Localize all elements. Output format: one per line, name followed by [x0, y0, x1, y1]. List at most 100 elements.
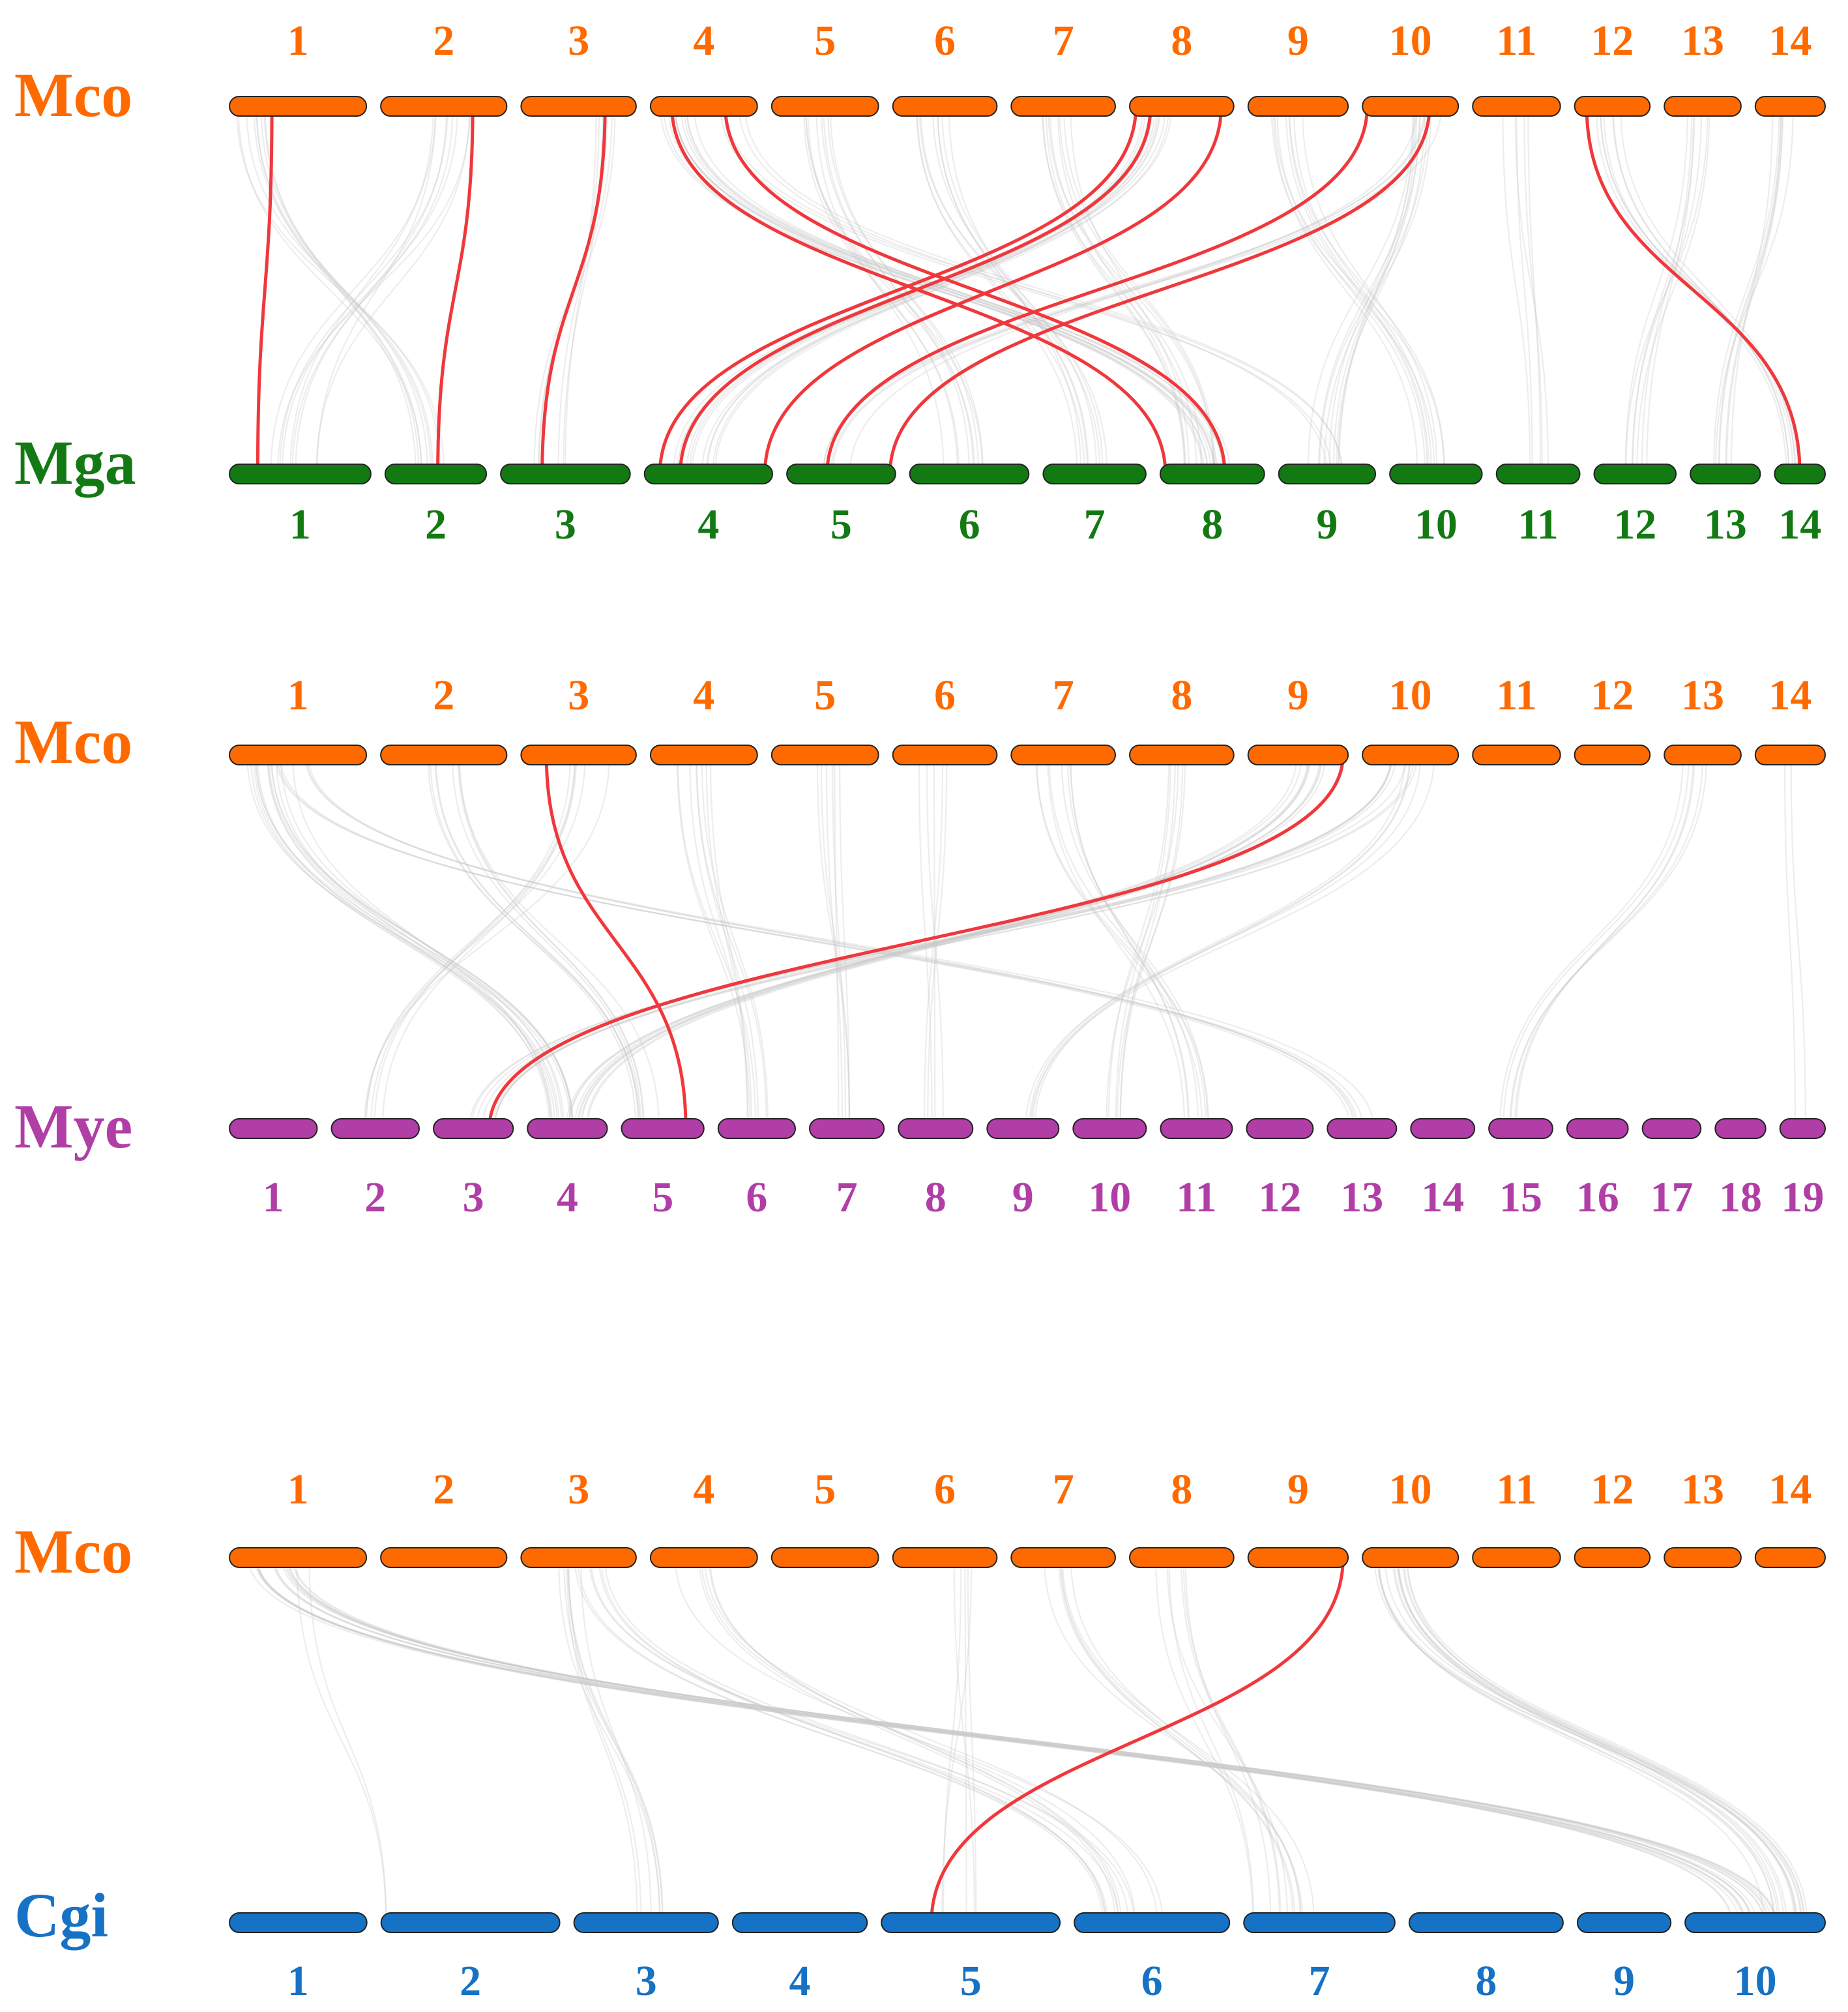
- top-chromosome-13: [1664, 745, 1742, 765]
- background-link: [820, 754, 851, 1129]
- background-link: [744, 106, 1343, 475]
- top-chromosome-number: 12: [1591, 17, 1634, 65]
- top-chromosome-10: [1362, 745, 1459, 765]
- background-link: [1059, 106, 1215, 475]
- background-link: [1514, 106, 1549, 475]
- background-link: [1384, 1557, 1805, 1923]
- background-link: [1392, 1557, 1797, 1923]
- background-link: [1107, 754, 1170, 1129]
- background-link: [739, 106, 1328, 475]
- top-chromosome-number: 4: [693, 17, 714, 65]
- background-link: [1396, 1557, 1787, 1923]
- background-link: [708, 1557, 1122, 1923]
- top-chromosome-number: 5: [814, 17, 836, 65]
- background-link: [247, 1557, 1757, 1923]
- bottom-chromosomes: 1 2 3 4 5 6 7 8 9 10 11 12 13 14: [229, 464, 1826, 548]
- background-link: [1119, 754, 1184, 1129]
- top-chromosome-13: [1664, 1547, 1742, 1568]
- background-link: [839, 754, 850, 1129]
- background-link: [580, 754, 1312, 1129]
- background-link: [254, 1557, 1776, 1923]
- background-link: [674, 106, 1203, 475]
- top-chromosome-8: [1129, 1547, 1235, 1568]
- background-link: [493, 754, 1397, 1129]
- top-chromosome-1: [229, 1547, 368, 1568]
- top-chromosome-number: 1: [287, 17, 309, 65]
- background-link: [1377, 1557, 1765, 1923]
- background-link: [942, 1557, 962, 1923]
- bottom-chromosome-number: 16: [1576, 1174, 1619, 1221]
- background-link: [693, 106, 1212, 475]
- background-link: [1155, 1557, 1254, 1923]
- bottom-chromosome-2: [380, 1912, 561, 1933]
- bottom-chromosome-number: 8: [925, 1174, 946, 1221]
- background-link: [1612, 106, 1790, 475]
- background-link: [256, 1557, 1778, 1923]
- background-link: [1070, 106, 1190, 475]
- background-link: [1335, 106, 1426, 475]
- background-link: [1523, 106, 1543, 475]
- bottom-chromosome-number: 8: [1475, 1957, 1497, 2005]
- top-chromosome-10: [1362, 96, 1459, 117]
- bottom-chromosome-number: 10: [1415, 501, 1458, 548]
- background-link: [1516, 106, 1533, 475]
- species-label-top: Mco: [14, 60, 132, 130]
- top-chromosome-10: [1362, 1547, 1459, 1568]
- background-link: [1397, 1557, 1795, 1923]
- background-link: [370, 754, 578, 1129]
- top-chromosome-number: 7: [1053, 17, 1074, 65]
- bottom-chromosome-16: [1566, 1118, 1629, 1139]
- background-link: [1043, 1557, 1304, 1923]
- background-link: [280, 754, 563, 1129]
- top-chromosome-number: 9: [1287, 672, 1309, 719]
- background-link: [451, 754, 642, 1129]
- bottom-chromosome-number: 8: [1201, 501, 1223, 548]
- bottom-chromosome-15: [1488, 1118, 1553, 1139]
- background-link: [691, 106, 1161, 475]
- background-link: [266, 754, 565, 1129]
- background-link: [662, 106, 1209, 475]
- background-link: [948, 106, 1082, 475]
- background-link: [1059, 1557, 1294, 1923]
- top-chromosome-6: [892, 1547, 998, 1568]
- top-chromosome-number: 3: [568, 17, 589, 65]
- background-link: [274, 754, 1364, 1129]
- top-chromosome-number: 9: [1287, 17, 1309, 65]
- background-link: [1041, 106, 1197, 475]
- highlight-link: [540, 106, 607, 475]
- background-link: [1030, 754, 1435, 1129]
- background-link: [587, 754, 1321, 1129]
- top-chromosome-number: 7: [1053, 1466, 1074, 1513]
- background-link: [254, 754, 574, 1129]
- bottom-chromosome-7: [1243, 1912, 1396, 1933]
- background-link: [1166, 1557, 1289, 1923]
- highlight-link: [930, 1557, 1345, 1923]
- top-chromosome-number: 12: [1591, 672, 1634, 719]
- top-chromosome-number: 13: [1681, 672, 1724, 719]
- bottom-chromosome-2: [384, 464, 488, 484]
- bottom-chromosome-12: [1246, 1118, 1314, 1139]
- bottom-chromosome-8: [1408, 1912, 1564, 1933]
- background-link: [263, 106, 417, 475]
- background-link: [279, 106, 448, 475]
- background-link: [1625, 106, 1709, 475]
- bottom-chromosome-19: [1779, 1118, 1826, 1139]
- top-chromosome-2: [380, 745, 508, 765]
- background-link: [475, 754, 1392, 1129]
- bottom-chromosome-3: [500, 464, 631, 484]
- background-link: [276, 106, 471, 475]
- background-link: [268, 754, 573, 1129]
- background-link: [293, 1557, 1753, 1923]
- bottom-chromosomes: 1 2 3 4 5 6 7 8 9 10: [229, 1912, 1826, 2005]
- top-chromosome-2: [380, 1547, 508, 1568]
- background-link: [933, 754, 936, 1129]
- background-link: [920, 106, 1101, 475]
- top-chromosome-5: [770, 96, 879, 117]
- bottom-chromosome-2: [330, 1118, 420, 1139]
- bottom-chromosome-number: 17: [1650, 1174, 1694, 1221]
- top-chromosome-number: 11: [1496, 672, 1536, 719]
- bottom-chromosome-12: [1593, 464, 1677, 484]
- bottom-chromosome-14: [1410, 1118, 1476, 1139]
- bottom-chromosome-number: 1: [287, 1957, 309, 2005]
- background-link: [315, 106, 471, 475]
